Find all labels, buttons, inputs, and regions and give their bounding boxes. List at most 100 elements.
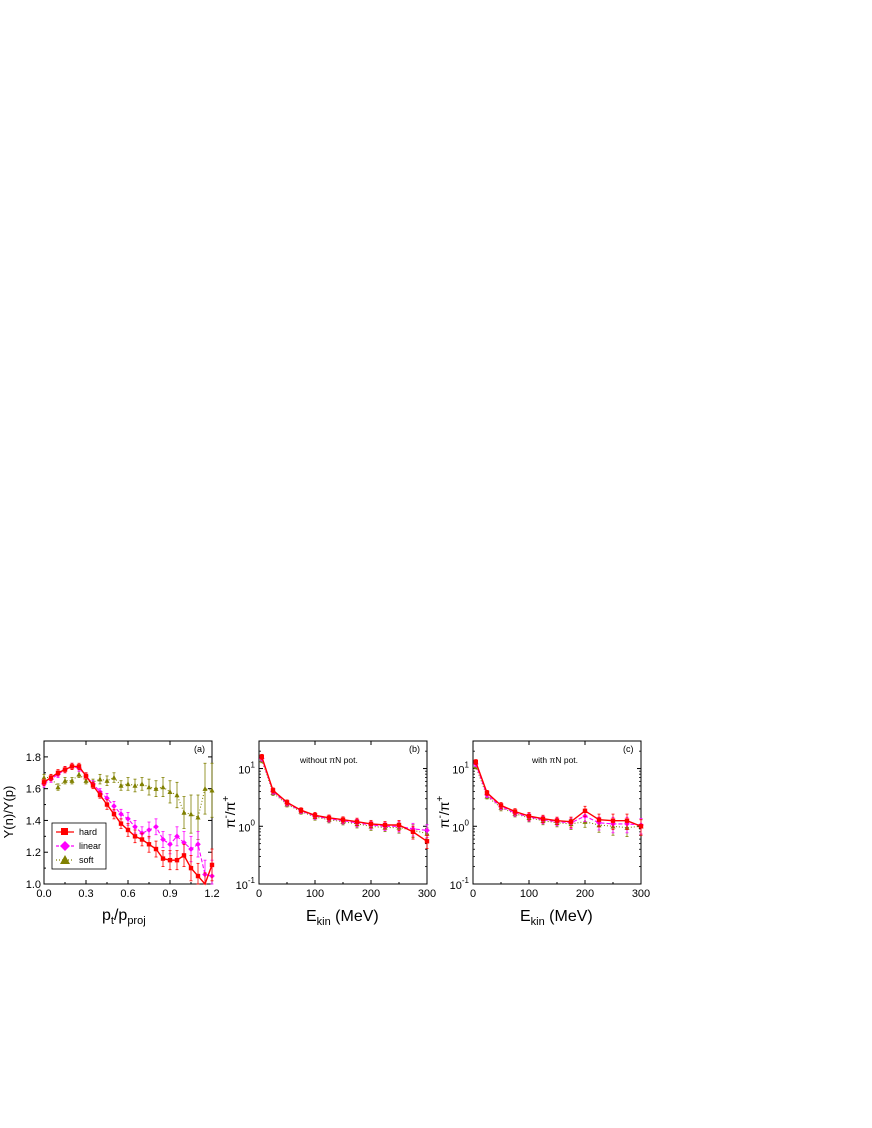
- ylabel-b-main: π: [222, 818, 238, 828]
- xlabel-a-main: p: [102, 907, 111, 924]
- data-point-hard: [484, 790, 490, 796]
- xlabel-a: pt/pproj: [102, 907, 146, 927]
- data-point-soft: [188, 811, 194, 817]
- data-point-hard: [62, 767, 68, 772]
- data-point-soft: [69, 778, 75, 783]
- data-point-linear: [132, 824, 138, 830]
- xtick-label-c: 0: [470, 888, 476, 900]
- data-point-hard: [568, 819, 574, 824]
- data-point-hard: [284, 800, 290, 805]
- data-point-hard: [638, 824, 644, 829]
- data-point-hard: [382, 822, 388, 828]
- data-point-hard: [498, 803, 504, 808]
- data-point-hard: [146, 842, 152, 847]
- data-point-soft: [104, 778, 110, 783]
- data-point-soft: [153, 785, 159, 791]
- xlabel-c-sub: kin: [531, 916, 545, 928]
- data-point-hard: [473, 759, 478, 765]
- data-point-hard: [526, 813, 532, 819]
- ytick-exp: 0: [465, 818, 470, 827]
- data-point-soft: [41, 774, 47, 780]
- data-point-linear: [160, 836, 166, 843]
- xlabel-a-sub2: proj: [127, 915, 145, 927]
- data-point-hard: [354, 819, 360, 824]
- ytick-label-a: 1.8: [26, 752, 41, 764]
- panel-label-b: (b): [409, 744, 420, 754]
- data-point-soft: [62, 778, 68, 783]
- data-point-soft: [132, 782, 138, 788]
- ylabel-c-main: π: [436, 818, 452, 828]
- data-point-hard: [312, 813, 318, 818]
- data-point-soft: [97, 776, 103, 782]
- data-point-soft: [174, 792, 180, 798]
- ytick-label-c: 100: [452, 818, 469, 834]
- data-point-soft: [76, 771, 82, 777]
- data-point-hard: [125, 827, 131, 833]
- annotation-c: with πN pot.: [531, 755, 578, 765]
- data-point-soft: [146, 784, 152, 790]
- xlabel-b-main: E: [306, 908, 317, 925]
- xlabel-c-unit: (MeV): [545, 908, 593, 925]
- data-point-hard: [270, 788, 276, 793]
- data-point-hard: [424, 839, 430, 844]
- xtick-label-a: 1.2: [204, 888, 219, 900]
- data-point-hard: [174, 857, 180, 863]
- ytick-exp: -1: [462, 876, 470, 885]
- data-point-hard: [111, 811, 117, 817]
- xlabel-b-unit: (MeV): [331, 908, 379, 925]
- data-point-hard: [83, 773, 89, 779]
- data-point-hard: [554, 818, 560, 823]
- ytick-base: 10: [450, 880, 462, 892]
- xlabel-b: Ekin (MeV): [306, 908, 379, 928]
- ytick-base: 10: [452, 765, 464, 777]
- data-point-hard: [582, 808, 588, 814]
- xtick-label-c: 300: [632, 888, 650, 900]
- data-point-hard: [610, 818, 616, 823]
- data-point-hard: [410, 829, 416, 835]
- data-point-hard: [396, 822, 402, 828]
- data-point-hard: [298, 807, 304, 813]
- ytick-label-c: 10-1: [450, 876, 470, 892]
- data-point-hard: [104, 802, 110, 807]
- panel-label-c: (c): [623, 744, 634, 754]
- ytick-base: 10: [452, 822, 464, 834]
- data-point-hard: [209, 862, 215, 868]
- ytick-base: 10: [238, 822, 250, 834]
- data-point-soft: [83, 778, 89, 783]
- ylabel-a: Y(n)/Y(p): [1, 786, 16, 839]
- legend-linear-label: linear: [79, 841, 101, 851]
- data-point-linear: [424, 827, 430, 834]
- data-point-linear: [146, 827, 152, 833]
- data-point-hard: [596, 817, 602, 822]
- data-point-hard: [326, 815, 332, 821]
- data-point-hard: [76, 764, 82, 769]
- data-point-soft: [160, 784, 166, 790]
- ylabel-c-sup1: -: [435, 815, 446, 818]
- data-point-hard: [90, 783, 96, 788]
- ytick-label-a: 1.4: [26, 815, 41, 827]
- legend-a: hard linear soft: [51, 822, 107, 870]
- data-point-soft: [125, 781, 131, 787]
- ticks-a: 0.0 0.3 0.6 0.9 1.2 1.0 1.2 1.4 1.6 1.8: [26, 741, 220, 900]
- data-point-hard: [132, 834, 138, 839]
- xtick-label-b: 200: [362, 888, 380, 900]
- legend-soft-label: soft: [79, 855, 94, 865]
- data-point-soft: [167, 789, 173, 795]
- data-point-soft: [181, 809, 187, 815]
- data-point-hard: [118, 821, 124, 826]
- data-point-linear: [167, 841, 173, 848]
- data-point-soft: [195, 814, 201, 820]
- series-c: [473, 759, 644, 837]
- data-point-hard: [55, 770, 61, 775]
- data-point-linear: [125, 816, 131, 822]
- data-point-hard: [48, 775, 54, 780]
- data-point-hard: [160, 856, 166, 861]
- xtick-label-b: 100: [306, 888, 324, 900]
- data-point-linear: [195, 841, 201, 848]
- series-line-hard: [475, 761, 642, 827]
- series-b: [259, 753, 430, 849]
- xtick-label-a: 0.6: [120, 888, 135, 900]
- data-point-hard: [512, 809, 518, 814]
